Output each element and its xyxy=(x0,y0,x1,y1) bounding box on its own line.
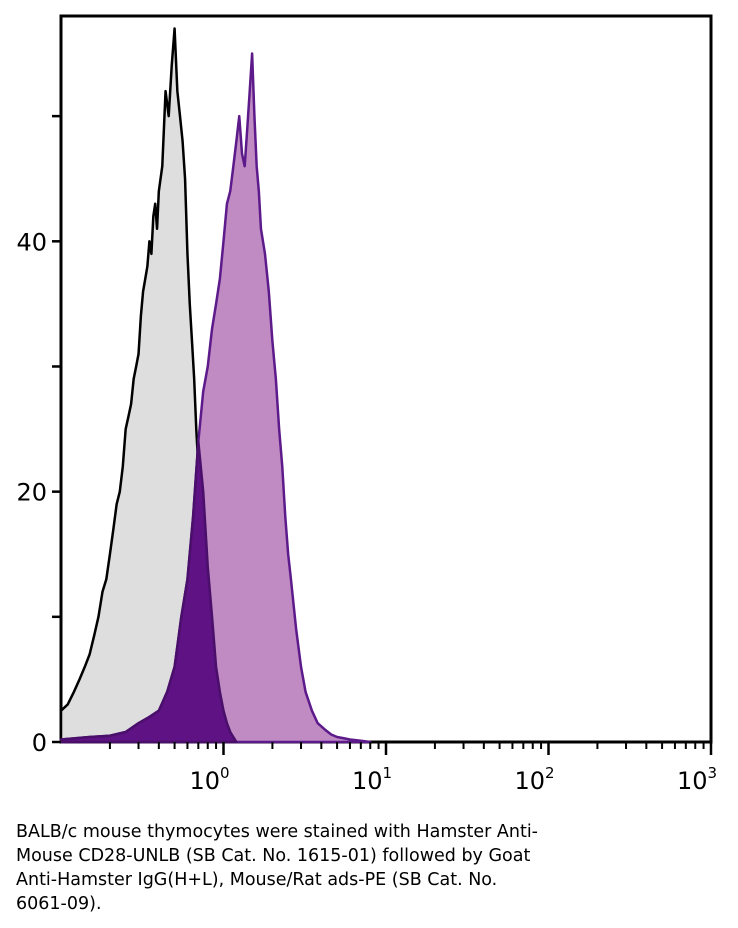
x-tick-label: 103 xyxy=(677,764,717,795)
caption-line: BALB/c mouse thymocytes were stained wit… xyxy=(16,822,538,842)
caption-line: Anti-Hamster IgG(H+L), Mouse/Rat ads-PE … xyxy=(16,870,498,890)
y-tick-label: 40 xyxy=(16,228,47,256)
x-tick-label: 100 xyxy=(189,764,229,795)
series-layer xyxy=(59,27,372,744)
y-tick-label: 0 xyxy=(32,729,47,757)
x-tick-label: 102 xyxy=(514,764,554,795)
caption-line: 6061-09). xyxy=(16,894,102,914)
y-tick-label: 20 xyxy=(16,479,47,507)
axes-layer: 0 20 40 100 101 102 103 xyxy=(16,114,717,795)
caption-line: Mouse CD28-UNLB (SB Cat. No. 1615-01) fo… xyxy=(16,846,531,866)
x-tick-label: 101 xyxy=(352,764,392,795)
figure-caption: BALB/c mouse thymocytes were stained wit… xyxy=(16,820,656,916)
histogram-chart: 0 20 40 100 101 102 103 xyxy=(16,14,717,795)
histogram-series-3 xyxy=(59,440,238,744)
